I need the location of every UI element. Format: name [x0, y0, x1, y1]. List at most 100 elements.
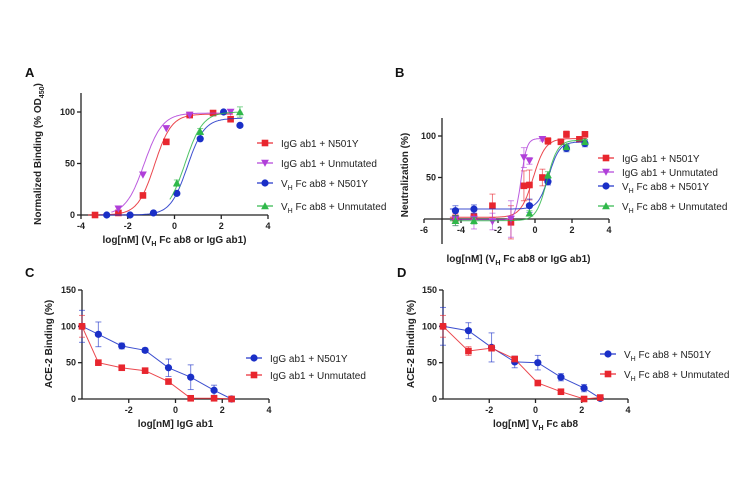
data-point	[139, 192, 147, 199]
data-point	[507, 215, 515, 223]
legend-marker	[602, 202, 610, 210]
legend-label: IgG ab1 + Unmutated	[270, 371, 366, 382]
x-axis-title-part: Fc ab8 or IgG ab1)	[156, 235, 246, 246]
y-tick-label: 150	[61, 285, 76, 295]
y-axis-title-part: )	[33, 83, 44, 86]
legend-label-part: Fc ab8 + Unmutated	[636, 370, 730, 381]
y-tick-label: 150	[422, 285, 437, 295]
x-tick-label: -2	[125, 405, 133, 415]
data-point	[470, 205, 478, 213]
data-point	[520, 182, 528, 190]
legend-label-part: IgG ab1 + Unmutated	[281, 159, 377, 170]
x-tick-label: 0	[172, 221, 177, 231]
legend-marker	[261, 202, 269, 210]
y-tick-label: 50	[65, 159, 75, 169]
data-point	[557, 373, 565, 381]
data-point	[103, 211, 111, 219]
data-point	[439, 323, 447, 330]
legend-label: VH Fc ab8 + N501Y	[622, 182, 709, 195]
legend-label-part: H	[288, 185, 293, 192]
legend-label-part: Fc ab8 + Unmutated	[293, 202, 387, 213]
x-axis-title-part: log[nM] IgG ab1	[138, 419, 214, 430]
data-point	[525, 209, 534, 217]
series-line	[442, 325, 601, 399]
series-0	[439, 306, 604, 402]
legend-marker	[602, 168, 610, 176]
legend-label-part: V	[622, 182, 629, 193]
data-point	[162, 125, 171, 133]
series-3	[449, 137, 589, 227]
data-point	[538, 136, 547, 144]
data-point	[210, 386, 218, 394]
x-tick-label: 0	[532, 225, 537, 235]
legend-label-part: H	[629, 188, 634, 195]
fit-curve	[169, 111, 243, 200]
data-point	[451, 207, 460, 215]
legend-label-part: IgG ab1 + N501Y	[281, 139, 359, 150]
data-point	[544, 171, 552, 179]
legend-label: VH Fc ab8 + N501Y	[624, 350, 711, 363]
y-axis-title-part: 450	[39, 86, 46, 98]
y-tick-label: 50	[66, 358, 76, 368]
legend-label-part: V	[624, 370, 631, 381]
x-tick-label: 2	[579, 405, 584, 415]
x-axis-title-part: log[nM] (V	[447, 254, 496, 265]
x-tick-label: -2	[494, 225, 502, 235]
x-tick-label: 4	[266, 405, 271, 415]
legend-label-part: V	[624, 350, 631, 361]
data-point	[163, 138, 170, 146]
y-tick-label: 100	[60, 107, 75, 117]
data-point	[95, 359, 102, 366]
data-point	[78, 323, 86, 330]
x-tick-label: -2	[124, 221, 132, 231]
panel-label: C	[25, 265, 35, 280]
data-point	[544, 137, 552, 145]
data-point	[165, 378, 172, 385]
x-tick-label: 4	[625, 405, 630, 415]
data-point	[94, 330, 102, 338]
y-tick-label: 0	[71, 394, 76, 404]
data-point	[539, 174, 546, 181]
data-point	[557, 388, 565, 396]
legend-label-part: H	[631, 356, 636, 363]
data-point	[173, 189, 181, 197]
x-tick-label: -4	[77, 221, 85, 231]
y-tick-label: 0	[70, 210, 75, 220]
legend-label-part: V	[622, 202, 629, 213]
data-point	[557, 138, 565, 146]
legend-label-part: V	[281, 202, 288, 213]
data-point	[526, 181, 533, 189]
legend-marker	[250, 354, 258, 362]
panel-label: D	[397, 265, 406, 280]
data-point	[210, 394, 218, 402]
legend-label: IgG ab1 + N501Y	[281, 139, 359, 150]
y-axis-title: ACE-2 Binding (%)	[406, 300, 417, 388]
series-2	[99, 108, 244, 219]
data-point	[164, 364, 173, 372]
data-point	[451, 216, 460, 224]
y-axis-title-part: Neutralization (%)	[400, 133, 411, 217]
data-point	[185, 111, 194, 119]
data-point	[562, 142, 571, 151]
data-point	[172, 179, 181, 187]
legend-label-part: H	[629, 208, 634, 215]
data-point	[141, 367, 149, 374]
legend-label: VH Fc ab8 + N501Y	[281, 179, 368, 192]
data-point	[488, 344, 495, 352]
data-point	[534, 359, 542, 367]
data-point	[196, 127, 205, 135]
data-point	[236, 108, 244, 116]
data-point	[118, 364, 126, 372]
y-axis-title-part: ACE-2 Binding (%)	[406, 300, 417, 388]
x-axis-title: log[nM] IgG ab1	[138, 419, 214, 430]
data-point	[544, 178, 552, 186]
x-axis-title: log[nM] (VH Fc ab8 or IgG ab1)	[103, 235, 247, 248]
legend-label-part: IgG ab1 + Unmutated	[270, 371, 366, 382]
data-point	[534, 379, 542, 387]
x-tick-label: -6	[420, 225, 428, 235]
legend-label-part: Fc ab8 + N501Y	[293, 179, 369, 190]
fit-curve	[88, 113, 233, 216]
x-axis-title-part: Fc ab8 or IgG ab1)	[500, 254, 590, 265]
